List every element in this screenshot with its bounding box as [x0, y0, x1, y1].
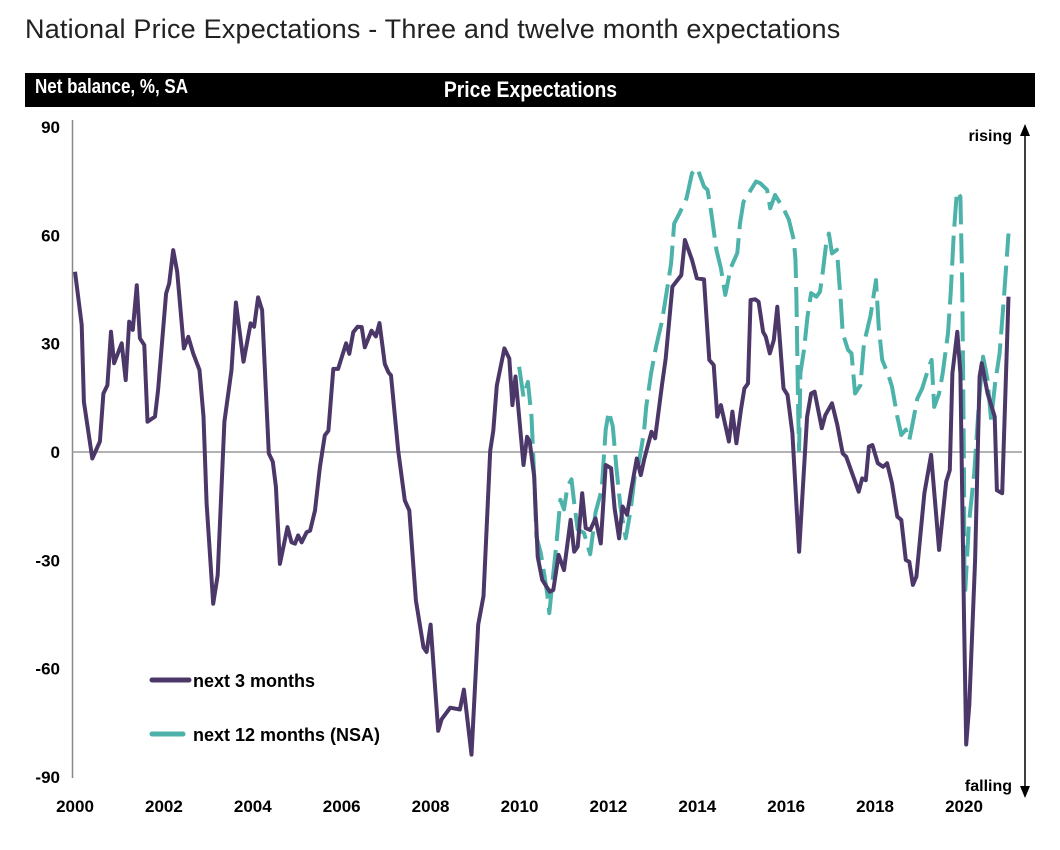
x-tick-label: 2006 — [323, 797, 361, 816]
x-tick-label: 2018 — [856, 797, 894, 816]
chart-header-bar: Net balance, %, SA Price Expectations — [25, 73, 1035, 107]
x-tick-labels: 2000 2002 2004 2006 2008 2010 2012 2014 2016 2018… — [56, 797, 983, 816]
y-tick-label: -60 — [35, 660, 60, 679]
y-tick-label: 0 — [51, 443, 60, 462]
y-tick-label: 30 — [41, 335, 60, 354]
x-tick-label: 2016 — [767, 797, 805, 816]
y-tick-labels: 90 60 30 0 -30 -60 -90 — [35, 118, 60, 787]
rising-label: rising — [968, 128, 1012, 145]
y-tick-label: -90 — [35, 768, 60, 787]
page-title: National Price Expectations - Three and … — [25, 14, 841, 44]
x-tick-label: 2000 — [56, 797, 94, 816]
legend-label-next-3-months: next 3 months — [193, 671, 315, 691]
x-tick-label: 2020 — [945, 797, 983, 816]
y-tick-label: 90 — [41, 118, 60, 137]
chart-title: Price Expectations — [25, 77, 1035, 103]
y-axis-unit-label: Net balance, %, SA — [35, 76, 189, 98]
x-tick-label: 2012 — [589, 797, 627, 816]
series-line-next-12-months-nsa — [517, 166, 1011, 616]
arrow-up-icon — [1020, 124, 1030, 136]
x-tick-label: 2008 — [412, 797, 450, 816]
chart-title-text: Price Expectations — [443, 77, 617, 102]
arrow-down-icon — [1020, 786, 1030, 798]
x-tick-label: 2004 — [234, 797, 272, 816]
x-tick-label: 2010 — [501, 797, 539, 816]
falling-label: falling — [965, 778, 1012, 795]
x-tick-label: 2014 — [678, 797, 716, 816]
series-group — [73, 166, 1011, 757]
series-line-next-3-months — [73, 238, 1011, 757]
legend: next 3 months next 12 months (NSA) — [149, 671, 380, 745]
y-tick-label: 60 — [41, 226, 60, 245]
legend-label-next-12-months: next 12 months (NSA) — [193, 725, 380, 745]
y-tick-label: -30 — [35, 551, 60, 570]
x-tick-label: 2002 — [145, 797, 183, 816]
